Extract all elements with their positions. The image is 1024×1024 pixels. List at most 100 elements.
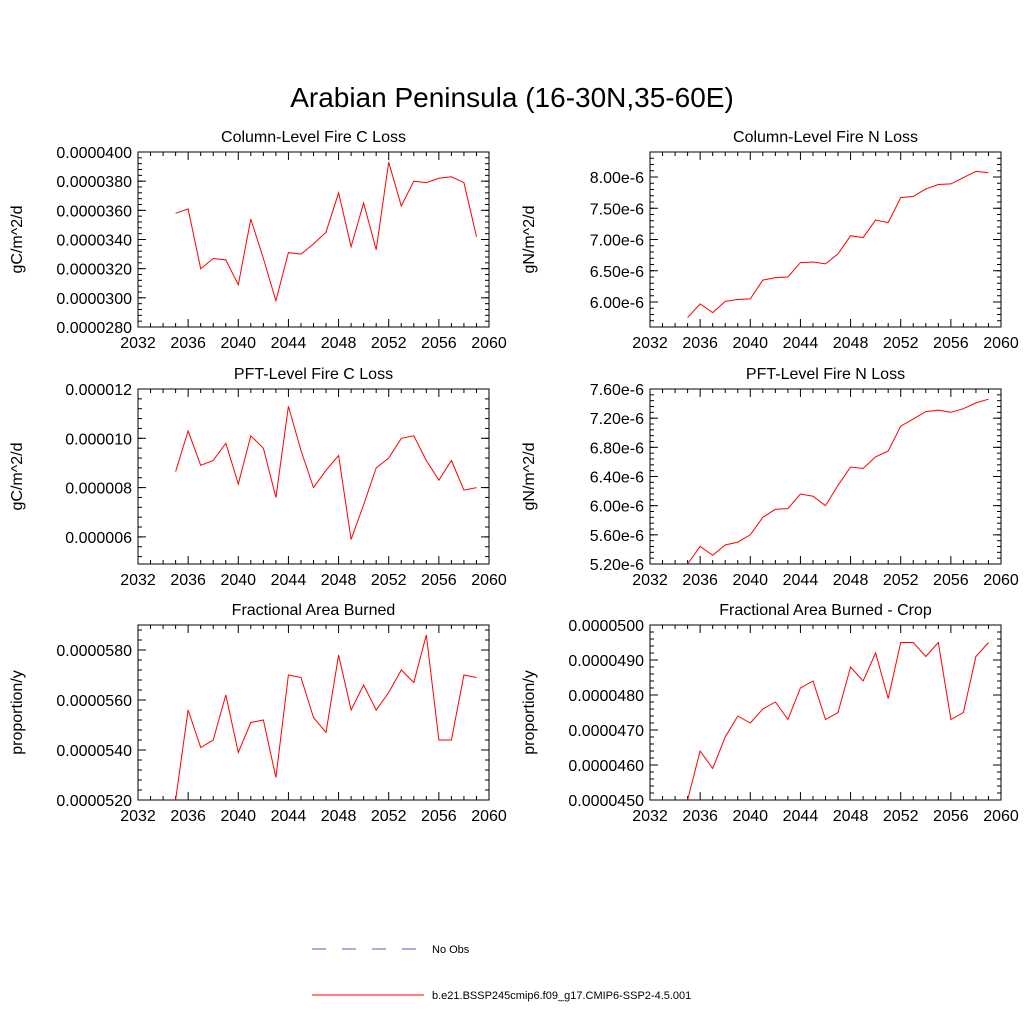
x-tick-label: 2036 (682, 808, 718, 825)
series-line-1 (687, 398, 989, 564)
x-tick-label: 2036 (682, 572, 718, 589)
x-tick-label: 2060 (983, 572, 1019, 589)
y-tick-label: 0.0000460 (568, 758, 644, 775)
panel-title: Fractional Area Burned - Crop (719, 602, 932, 619)
panel-5: Fractional Area Burned proportion/y 2032 20… (9, 602, 507, 825)
x-tick-label: 2048 (833, 808, 869, 825)
x-tick-label: 2036 (170, 572, 206, 589)
x-tick-label: 2056 (421, 572, 457, 589)
panels: Column-Level Fire C Loss gC/m^2/d 2032 2036… (9, 129, 1019, 825)
y-tick-label: 0.0000490 (568, 653, 644, 670)
panel-2: Column-Level Fire N Loss gN/m^2/d 2032 2036… (521, 129, 1019, 352)
x-tick-label: 2052 (371, 808, 407, 825)
panel-title: PFT-Level Fire N Loss (746, 366, 905, 383)
x-tick-label: 2056 (421, 335, 457, 352)
y-axis-label: gN/m^2/d (521, 206, 538, 274)
x-tick-label: 2040 (220, 572, 256, 589)
x-tick-label: 2060 (471, 808, 507, 825)
x-tick-label: 2044 (783, 808, 819, 825)
y-tick-label: 6.40e-6 (590, 470, 644, 487)
y-tick-label: 0.0000380 (56, 174, 132, 191)
panel-6: Fractional Area Burned - Crop proportion/… (521, 602, 1019, 825)
y-tick-label: 0.0000280 (56, 320, 132, 337)
panel-title: Column-Level Fire C Loss (221, 129, 406, 146)
y-tick-label: 0.000006 (65, 530, 132, 547)
y-tick-label: 0.0000450 (568, 793, 644, 810)
x-tick-label: 2052 (371, 572, 407, 589)
panel-3: PFT-Level Fire C Loss gC/m^2/d 2032 2036 204… (9, 366, 507, 589)
y-tick-label: 0.0000500 (568, 618, 644, 635)
x-tick-label: 2048 (321, 335, 357, 352)
x-tick-label: 2056 (933, 808, 969, 825)
x-tick-label: 2060 (471, 572, 507, 589)
x-tick-label: 2052 (883, 572, 919, 589)
x-tick-label: 2032 (632, 572, 668, 589)
y-tick-label: 0.0000340 (56, 233, 132, 250)
x-tick-label: 2048 (833, 572, 869, 589)
plot-frame (649, 151, 1002, 328)
x-tick-label: 2060 (983, 335, 1019, 352)
x-tick-label: 2052 (883, 335, 919, 352)
x-tick-label: 2048 (833, 335, 869, 352)
y-axis-label: proportion/y (9, 670, 26, 755)
x-tick-label: 2032 (632, 335, 668, 352)
y-axis-label: proportion/y (521, 670, 538, 755)
y-tick-label: 0.000010 (65, 431, 132, 448)
y-axis-label: gC/m^2/d (9, 443, 26, 511)
y-tick-label: 7.20e-6 (590, 411, 644, 428)
x-tick-label: 2044 (271, 335, 307, 352)
series-line-1 (687, 641, 989, 800)
y-tick-label: 0.000012 (65, 382, 132, 399)
y-tick-label: 7.00e-6 (590, 233, 644, 250)
y-tick-label: 0.0000520 (56, 793, 132, 810)
series-line-1 (175, 406, 477, 540)
y-tick-label: 0.0000470 (568, 723, 644, 740)
panel-title: Fractional Area Burned (232, 602, 396, 619)
y-tick-label: 0.0000300 (56, 291, 132, 308)
x-tick-label: 2040 (732, 335, 768, 352)
x-tick-label: 2048 (321, 572, 357, 589)
y-axis-label: gN/m^2/d (521, 443, 538, 511)
y-tick-label: 6.00e-6 (590, 499, 644, 516)
x-tick-label: 2032 (120, 572, 156, 589)
panel-4: PFT-Level Fire N Loss gN/m^2/d 2032 2036 204… (521, 366, 1019, 589)
legend-label-no-obs: No Obs (432, 944, 470, 956)
y-tick-label: 0.0000480 (568, 688, 644, 705)
x-tick-label: 2040 (220, 808, 256, 825)
series-line-1 (175, 162, 477, 303)
y-tick-label: 7.60e-6 (590, 382, 644, 399)
x-tick-label: 2036 (170, 335, 206, 352)
x-tick-label: 2056 (933, 335, 969, 352)
y-tick-label: 0.0000360 (56, 203, 132, 220)
x-tick-label: 2044 (783, 572, 819, 589)
y-tick-label: 0.0000540 (56, 743, 132, 760)
x-tick-label: 2044 (783, 335, 819, 352)
legend: No Obs b.e21.BSSP245cmip6.f09_g17.CMIP6-… (312, 944, 691, 1002)
y-tick-label: 0.0000580 (56, 643, 132, 660)
x-tick-label: 2052 (371, 335, 407, 352)
x-tick-label: 2056 (933, 572, 969, 589)
y-tick-label: 5.20e-6 (590, 557, 644, 574)
y-tick-label: 6.50e-6 (590, 264, 644, 281)
panel-title: Column-Level Fire N Loss (733, 129, 918, 146)
y-tick-label: 0.000008 (65, 481, 132, 498)
x-tick-label: 2032 (632, 808, 668, 825)
x-tick-label: 2036 (682, 335, 718, 352)
y-tick-label: 6.00e-6 (590, 295, 644, 312)
panel-1: Column-Level Fire C Loss gC/m^2/d 2032 2036… (9, 129, 507, 352)
y-tick-label: 6.80e-6 (590, 440, 644, 457)
y-tick-label: 0.0000400 (56, 145, 132, 162)
x-tick-label: 2044 (271, 808, 307, 825)
y-tick-label: 0.0000320 (56, 262, 132, 279)
plot-frame (649, 388, 1002, 565)
x-tick-label: 2032 (120, 335, 156, 352)
y-tick-label: 8.00e-6 (590, 170, 644, 187)
x-tick-label: 2040 (220, 335, 256, 352)
x-tick-label: 2060 (471, 335, 507, 352)
y-tick-label: 5.60e-6 (590, 528, 644, 545)
series-line-1 (687, 170, 989, 318)
y-tick-label: 0.0000560 (56, 693, 132, 710)
x-tick-label: 2056 (421, 808, 457, 825)
main-title: Arabian Peninsula (16-30N,35-60E) (290, 82, 734, 113)
